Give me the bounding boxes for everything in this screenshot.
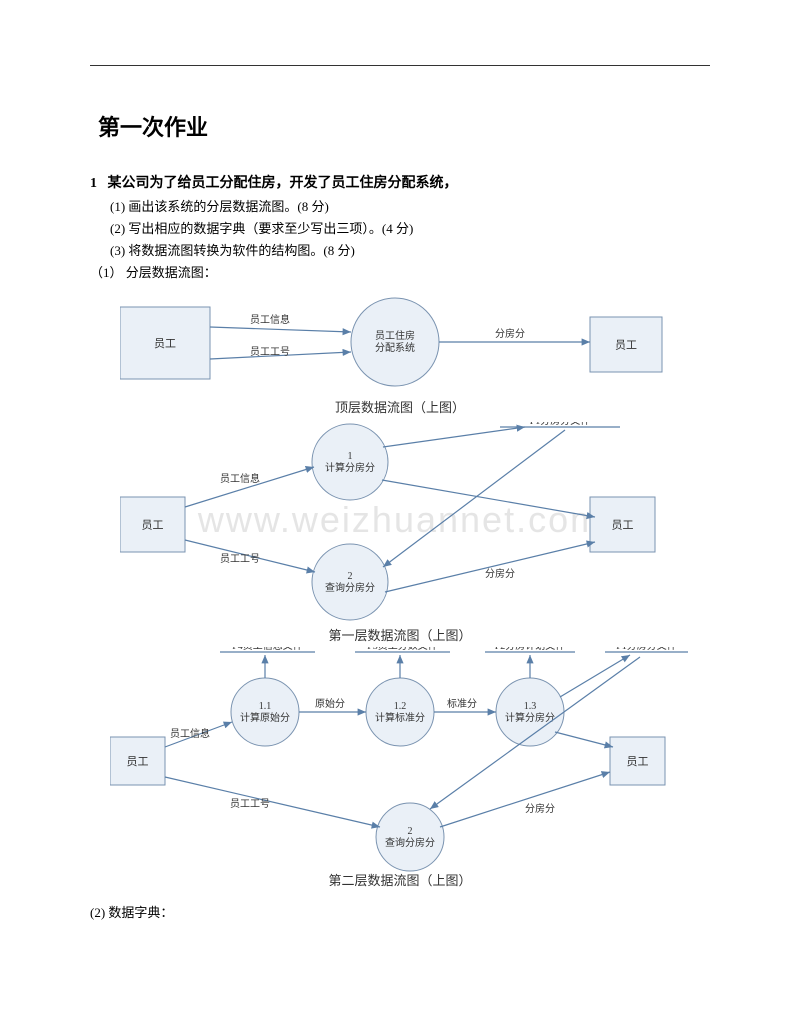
svg-text:分房分: 分房分 <box>485 567 515 580</box>
svg-text:查询分房分: 查询分房分 <box>385 836 435 849</box>
svg-text:员工工号: 员工工号 <box>220 553 260 565</box>
list-item: (2) 写出相应的数据字典（要求至少写出三项）。(4 分) <box>110 218 710 237</box>
svg-text:员工工号: 员工工号 <box>230 798 270 810</box>
list-item: (3) 将数据流图转换为软件的结构图。(8 分) <box>110 240 710 259</box>
svg-text:员工住房: 员工住房 <box>375 329 415 342</box>
svg-text:第二层数据流图（上图）: 第二层数据流图（上图） <box>328 873 471 888</box>
svg-text:计算分房分: 计算分房分 <box>505 711 555 724</box>
data-dictionary-heading: (2) 数据字典： <box>90 902 710 921</box>
svg-text:顶层数据流图（上图）: 顶层数据流图（上图） <box>335 400 465 415</box>
svg-text:1.2: 1.2 <box>394 701 407 712</box>
svg-text:员工: 员工 <box>127 755 149 768</box>
svg-text:2: 2 <box>348 571 353 582</box>
svg-text:F3员工分数文件: F3员工分数文件 <box>367 647 438 652</box>
svg-text:F1分房分文件: F1分房分文件 <box>530 422 591 427</box>
dfd-level-2: F4员工信息文件F3员工分数文件F2分房计划文件F1分房分文件员工员工1.1计算… <box>110 647 690 892</box>
svg-text:1.3: 1.3 <box>524 701 537 712</box>
svg-text:第一层数据流图（上图）: 第一层数据流图（上图） <box>328 628 471 643</box>
svg-text:F4员工信息文件: F4员工信息文件 <box>232 647 303 652</box>
svg-text:员工工号: 员工工号 <box>250 346 290 358</box>
svg-text:员工: 员工 <box>627 755 649 768</box>
svg-text:1.1: 1.1 <box>259 701 272 712</box>
dfd-level-1: www.weizhuannet.com F1分房分文件员工 员工 1计算分房分 2查询分… <box>120 422 680 647</box>
svg-text:F1分房分文件: F1分房分文件 <box>616 647 677 652</box>
svg-text:查询分房分: 查询分房分 <box>325 581 375 594</box>
svg-text:计算原始分: 计算原始分 <box>240 711 290 724</box>
svg-text:分房分: 分房分 <box>495 327 525 340</box>
svg-text:计算分房分: 计算分房分 <box>325 461 375 474</box>
svg-text:员工信息: 员工信息 <box>220 472 260 485</box>
header-rule <box>90 65 710 66</box>
svg-text:员工: 员工 <box>612 519 634 532</box>
svg-text:员工: 员工 <box>154 337 176 350</box>
svg-text:原始分: 原始分 <box>315 697 345 710</box>
question-text: 某公司为了给员工分配住房，开发了员工住房分配系统， <box>108 176 458 191</box>
svg-text:员工: 员工 <box>615 339 637 352</box>
page-title: 第一次作业 <box>98 110 710 142</box>
svg-text:www.weizhuannet.com: www.weizhuannet.com <box>197 499 602 540</box>
svg-text:员工: 员工 <box>142 519 164 532</box>
dfd-top-level: 员工 员工 员工住房分配系统 员工信息员工工号 分房分顶层数据流图（上图） <box>120 287 680 422</box>
svg-text:1: 1 <box>348 451 353 462</box>
svg-text:分配系统: 分配系统 <box>375 341 415 354</box>
svg-text:分房分: 分房分 <box>525 802 555 815</box>
svg-text:2: 2 <box>408 826 413 837</box>
svg-text:标准分: 标准分 <box>447 698 477 710</box>
answer-label: （1） 分层数据流图： <box>90 262 710 281</box>
svg-text:员工信息: 员工信息 <box>250 313 290 326</box>
svg-text:F2分房计划文件: F2分房计划文件 <box>495 647 566 652</box>
question-number: 1 <box>90 176 97 191</box>
svg-text:员工信息: 员工信息 <box>170 727 210 740</box>
list-item: (1) 画出该系统的分层数据流图。(8 分) <box>110 196 710 215</box>
svg-text:计算标准分: 计算标准分 <box>375 711 425 724</box>
question-heading: 1 某公司为了给员工分配住房，开发了员工住房分配系统， <box>90 172 710 192</box>
